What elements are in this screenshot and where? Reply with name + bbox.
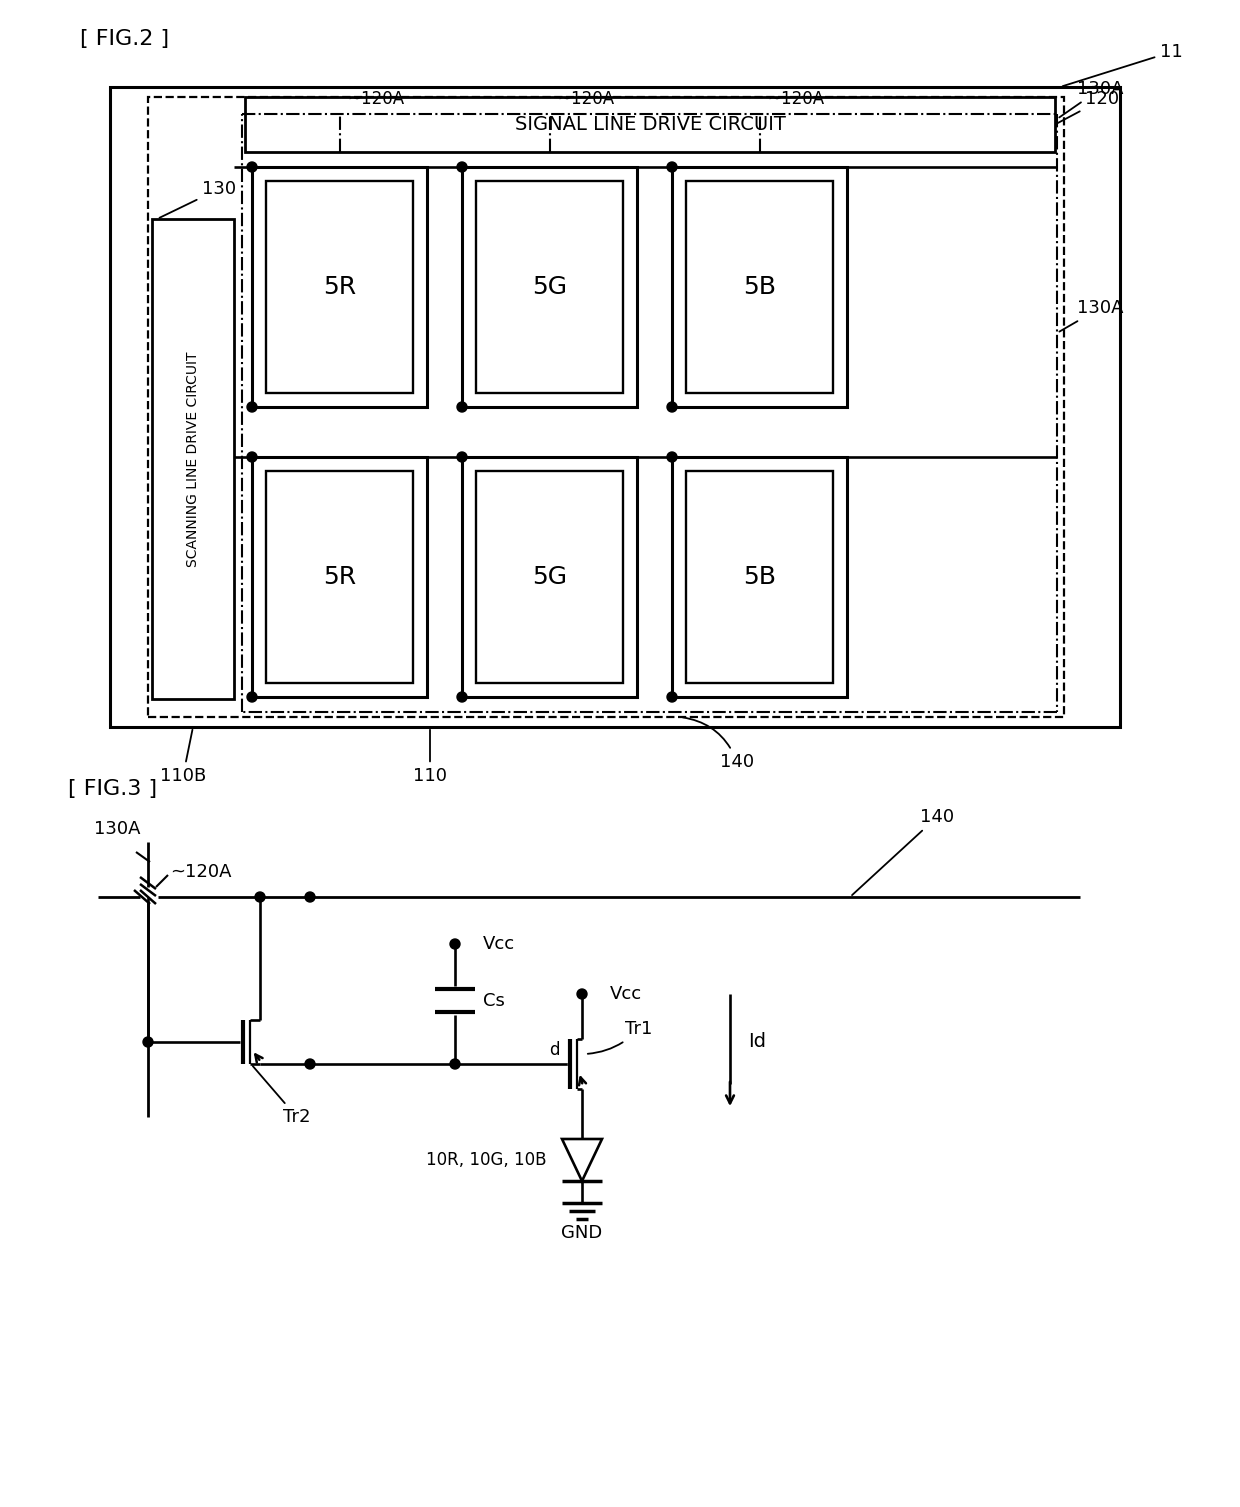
Text: Tr1: Tr1 bbox=[588, 1020, 652, 1053]
Text: 130A: 130A bbox=[1059, 80, 1123, 118]
Bar bbox=[246, 96, 1055, 152]
Bar bbox=[252, 167, 427, 407]
Bar bbox=[476, 472, 622, 683]
Circle shape bbox=[247, 692, 257, 702]
Bar bbox=[686, 472, 833, 683]
Text: SCANNING LINE DRIVE CIRCUIT: SCANNING LINE DRIVE CIRCUIT bbox=[186, 351, 200, 567]
Text: Vcc: Vcc bbox=[484, 934, 515, 952]
Circle shape bbox=[305, 1059, 315, 1068]
Circle shape bbox=[667, 402, 677, 411]
Text: 5G: 5G bbox=[532, 274, 567, 298]
Circle shape bbox=[667, 692, 677, 702]
Circle shape bbox=[577, 989, 587, 999]
Text: ~120A: ~120A bbox=[558, 90, 615, 109]
Text: ~120A: ~120A bbox=[768, 90, 825, 109]
Text: 130A: 130A bbox=[1059, 298, 1123, 332]
Bar bbox=[267, 181, 413, 393]
Circle shape bbox=[458, 452, 467, 463]
Circle shape bbox=[143, 1037, 153, 1047]
Text: 5B: 5B bbox=[743, 274, 776, 298]
Bar bbox=[672, 167, 847, 407]
Bar bbox=[153, 219, 234, 699]
Bar bbox=[686, 181, 833, 393]
Text: ~120A: ~120A bbox=[347, 90, 404, 109]
Circle shape bbox=[458, 402, 467, 411]
Circle shape bbox=[305, 892, 315, 903]
Text: 11: 11 bbox=[1063, 44, 1183, 86]
Text: [ FIG.2 ]: [ FIG.2 ] bbox=[81, 29, 169, 50]
Text: SIGNAL LINE DRIVE CIRCUIT: SIGNAL LINE DRIVE CIRCUIT bbox=[515, 115, 785, 134]
Text: [ FIG.3 ]: [ FIG.3 ] bbox=[68, 779, 157, 799]
Bar bbox=[463, 457, 637, 698]
Text: 110B: 110B bbox=[160, 729, 206, 785]
Circle shape bbox=[458, 161, 467, 172]
Text: ~120A: ~120A bbox=[170, 864, 232, 882]
Text: 130: 130 bbox=[160, 179, 236, 219]
Text: Tr2: Tr2 bbox=[253, 1065, 310, 1126]
Text: 5G: 5G bbox=[532, 565, 567, 589]
Bar bbox=[252, 457, 427, 698]
Text: 10R, 10G, 10B: 10R, 10G, 10B bbox=[427, 1151, 547, 1169]
Bar bbox=[148, 96, 1064, 717]
Text: Vcc: Vcc bbox=[610, 986, 642, 1004]
Circle shape bbox=[667, 161, 677, 172]
Circle shape bbox=[450, 939, 460, 949]
Circle shape bbox=[458, 692, 467, 702]
Text: d: d bbox=[549, 1041, 559, 1059]
Circle shape bbox=[247, 452, 257, 463]
Text: 5R: 5R bbox=[322, 565, 356, 589]
Text: Cs: Cs bbox=[484, 992, 505, 1010]
Bar bbox=[672, 457, 847, 698]
Text: 110: 110 bbox=[413, 729, 446, 785]
Text: 120: 120 bbox=[1058, 90, 1120, 124]
Text: 5B: 5B bbox=[743, 565, 776, 589]
Circle shape bbox=[667, 452, 677, 463]
Bar bbox=[267, 472, 413, 683]
Text: GND: GND bbox=[562, 1224, 603, 1242]
Text: 140: 140 bbox=[683, 717, 754, 772]
Bar bbox=[476, 181, 622, 393]
Circle shape bbox=[450, 1059, 460, 1068]
Circle shape bbox=[247, 402, 257, 411]
Circle shape bbox=[255, 892, 265, 903]
Text: Id: Id bbox=[748, 1032, 766, 1050]
Bar bbox=[463, 167, 637, 407]
Text: 140: 140 bbox=[852, 808, 954, 895]
Bar bbox=[110, 87, 1120, 726]
Circle shape bbox=[247, 161, 257, 172]
Text: 5R: 5R bbox=[322, 274, 356, 298]
Text: 130A: 130A bbox=[93, 820, 140, 838]
